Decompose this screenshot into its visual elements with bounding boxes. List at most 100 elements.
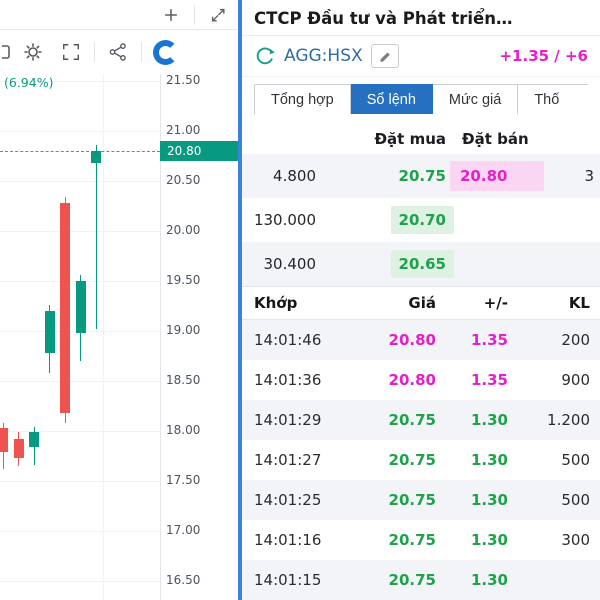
- trade-time: 14:01:15: [254, 571, 322, 589]
- buy-price[interactable]: 20.65: [316, 250, 454, 279]
- trades-list: 14:01:46 20.80 1.35 200 14:01:36 20.80 1.35 900…: [242, 320, 600, 600]
- symbol-label: AGG:HSX: [284, 45, 363, 66]
- fullscreen-icon: [63, 44, 79, 60]
- gridline: [0, 81, 160, 82]
- sell-price[interactable]: [450, 198, 554, 242]
- panel-resize-handle[interactable]: [238, 0, 242, 600]
- c-logo-icon: [152, 39, 178, 65]
- stock-detail-panel: CTCP Đầu tư và Phát triển… AGG:HSX +1.35…: [242, 0, 600, 600]
- tab-tong-hop[interactable]: Tổng hợp: [254, 84, 351, 115]
- tab-muc-gia[interactable]: Mức giá: [432, 84, 519, 115]
- gridline: [0, 481, 160, 482]
- company-name: CTCP Đầu tư và Phát triển…: [242, 0, 600, 36]
- broker-logo-button[interactable]: [146, 35, 184, 69]
- trades-header-volume: KL: [568, 294, 590, 313]
- chart-topbar: [0, 0, 238, 30]
- trades-header-price: Giá: [408, 294, 436, 313]
- gridline: [0, 581, 160, 582]
- order-book-row[interactable]: 130.000 20.70: [242, 198, 600, 242]
- price-axis-label: 17.50: [166, 473, 201, 487]
- trade-time: 14:01:46: [254, 331, 322, 349]
- tab-tho[interactable]: Thố: [518, 84, 588, 115]
- candle-body: [0, 428, 8, 452]
- add-symbol-button[interactable]: [156, 1, 186, 29]
- sell-price[interactable]: [450, 242, 554, 286]
- price-axis-label: 21.50: [166, 73, 201, 87]
- sell-header: Đặt bán: [462, 130, 529, 149]
- toolbar-divider: [141, 42, 142, 62]
- tab-so-lenh[interactable]: Sổ lệnh: [350, 84, 433, 115]
- buy-volume: 30.400: [263, 255, 317, 274]
- expand-icon: [211, 8, 225, 22]
- candle-body: [44, 311, 55, 353]
- share-icon: [109, 43, 126, 61]
- trade-price: 20.75: [388, 491, 436, 509]
- buy-price[interactable]: 20.75: [398, 167, 446, 186]
- panel-tabs: Tổng hợp Sổ lệnh Mức giá Thố: [254, 84, 588, 115]
- share-button[interactable]: [99, 35, 137, 69]
- order-book-row[interactable]: 30.400 20.65: [242, 242, 600, 287]
- trade-price: 20.75: [388, 531, 436, 549]
- chart-settings-button[interactable]: [14, 35, 52, 69]
- price-axis-label: 21.00: [166, 123, 201, 137]
- price-axis-label: 18.00: [166, 423, 201, 437]
- current-price-tag: 20.80: [160, 141, 238, 161]
- current-price-line: [0, 151, 160, 152]
- toolbar-divider: [194, 4, 195, 25]
- candle-body: [91, 151, 101, 163]
- gridline: [0, 131, 160, 132]
- gridline: [0, 181, 160, 182]
- plus-icon: [165, 8, 177, 21]
- price-axis-label: 17.00: [166, 523, 201, 537]
- order-book-header: Đặt mua Đặt bán: [242, 124, 600, 154]
- trade-row: 14:01:46 20.80 1.35 200: [242, 320, 600, 360]
- trade-time: 14:01:29: [254, 411, 322, 429]
- clipped-toolbar-icon[interactable]: [2, 40, 14, 64]
- trade-change: 1.30: [470, 531, 508, 549]
- trade-volume: 1.200: [547, 411, 590, 429]
- trade-change: 1.30: [470, 571, 508, 589]
- trade-price: 20.75: [388, 411, 436, 429]
- sell-volume: 3: [584, 167, 594, 186]
- trade-change: 1.30: [470, 491, 508, 509]
- gridline: [0, 231, 160, 232]
- trades-header-time: Khớp: [254, 294, 298, 313]
- trade-row: 14:01:36 20.80 1.35 900: [242, 360, 600, 400]
- price-axis-label: 20.50: [166, 173, 201, 187]
- edit-symbol-button[interactable]: [370, 43, 399, 68]
- buy-header: Đặt mua: [374, 130, 446, 149]
- price-axis-border[interactable]: [160, 74, 161, 600]
- trade-price: 20.75: [388, 571, 436, 589]
- change-percent-label: (6.94%): [4, 75, 54, 90]
- gridline: [103, 74, 104, 600]
- trade-time: 14:01:25: [254, 491, 322, 509]
- sell-price[interactable]: 20.80: [450, 154, 554, 198]
- symbol-row: AGG:HSX +1.35 / +6: [242, 36, 600, 78]
- gridline: [0, 431, 160, 432]
- candle-body: [29, 432, 39, 447]
- order-book-row[interactable]: 4.800 20.75 20.80 3: [242, 154, 600, 199]
- trade-change: 1.30: [470, 411, 508, 429]
- candlestick-chart[interactable]: 21.50 21.00 20.50 20.00 19.50 19.00 18.50 18.00…: [0, 0, 238, 600]
- candle-body: [13, 439, 24, 458]
- price-axis-label: 20.00: [166, 223, 201, 237]
- buy-price[interactable]: 20.70: [316, 206, 454, 235]
- price-axis-label: 19.50: [166, 273, 201, 287]
- trade-row: 14:01:25 20.75 1.30 500: [242, 480, 600, 520]
- trade-volume: 500: [561, 451, 590, 469]
- price-change-label: +1.35 / +6: [499, 46, 588, 65]
- price-axis-label: 16.50: [166, 573, 201, 587]
- pencil-icon: [380, 52, 390, 62]
- trade-change: 1.35: [470, 371, 508, 389]
- expand-chart-button[interactable]: [203, 1, 233, 29]
- trade-volume: 200: [561, 331, 590, 349]
- symbol-search-icon[interactable]: [254, 45, 276, 67]
- fullscreen-button[interactable]: [52, 35, 90, 69]
- buy-volume: 4.800: [273, 167, 316, 186]
- trade-volume: 500: [561, 491, 590, 509]
- trade-row: 14:01:29 20.75 1.30 1.200: [242, 400, 600, 440]
- chart-panel: 21.50 21.00 20.50 20.00 19.50 19.00 18.50 18.00…: [0, 0, 238, 600]
- trade-volume: 300: [561, 531, 590, 549]
- buy-volume: 130.000: [253, 211, 316, 230]
